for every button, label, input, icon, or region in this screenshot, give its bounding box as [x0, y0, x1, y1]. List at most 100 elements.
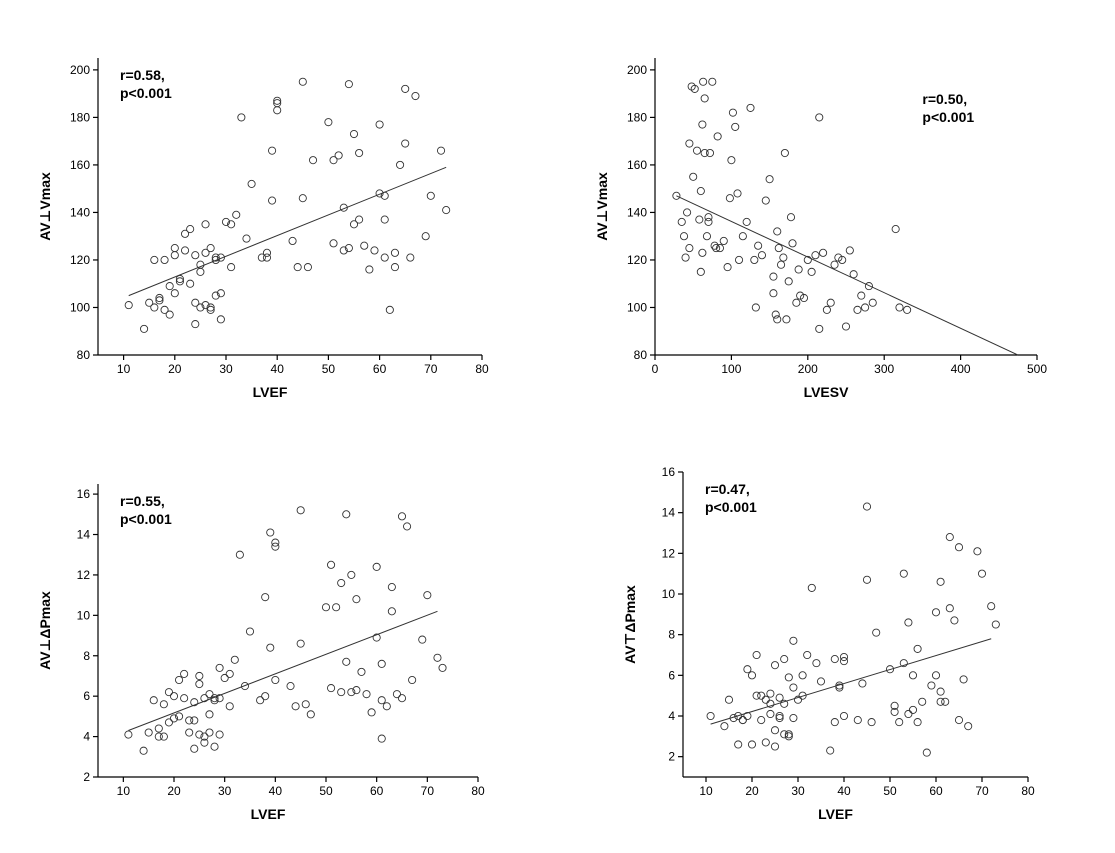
data-point [784, 277, 793, 286]
data-point [298, 194, 307, 203]
data-point [170, 244, 179, 253]
data-point [367, 708, 376, 717]
data-point [780, 699, 789, 708]
data-point [154, 724, 163, 733]
x-tick-label: 80 [1021, 784, 1035, 798]
data-point [775, 713, 784, 723]
data-point [751, 303, 760, 312]
data-point [349, 129, 359, 139]
data-point [216, 289, 225, 298]
data-point [149, 696, 158, 705]
y-tick-label: 120 [70, 253, 90, 267]
regression-line [128, 166, 447, 297]
data-point [247, 179, 256, 188]
data-point [227, 263, 236, 272]
data-point [337, 688, 346, 697]
data-point [380, 253, 389, 262]
data-point [298, 77, 307, 86]
data-point [816, 677, 826, 686]
data-point [713, 132, 722, 141]
data-point [390, 263, 400, 272]
x-tick-label: 400 [951, 362, 971, 376]
y-tick-label: 8 [668, 628, 675, 642]
x-tick-label: 60 [929, 784, 943, 798]
data-point [752, 650, 761, 660]
data-point [164, 688, 173, 697]
y-tick-label: 10 [662, 587, 676, 601]
data-point [196, 260, 205, 269]
data-point [124, 730, 133, 739]
data-point [839, 657, 849, 666]
x-tick-label: 40 [271, 362, 285, 376]
data-point [899, 659, 908, 668]
data-point [784, 732, 793, 741]
data-point [262, 253, 272, 262]
data-point [160, 305, 169, 314]
data-point [769, 289, 778, 298]
data-point [780, 730, 789, 739]
data-point [696, 267, 705, 276]
data-point [344, 80, 353, 89]
data-point [245, 627, 255, 636]
y-axis-label: AV⊥ΔPmax [37, 591, 53, 670]
data-point [145, 298, 154, 307]
data-point [830, 718, 839, 727]
data-point [144, 728, 153, 737]
data-point [752, 691, 761, 700]
data-point [327, 684, 336, 693]
data-point [798, 671, 807, 680]
data-point [329, 239, 338, 248]
data-point [908, 705, 918, 714]
data-point [438, 663, 447, 672]
data-point [723, 263, 732, 272]
chart-panel-4: 10 20 30 40 50 60 70 80 2 4 6 8 10 12 14 16 LVEF AV⊤ΔPmax… [560, 424, 1115, 853]
scatter-plot-vmax-vs-lvef: 10 20 30 40 50 60 70 80 80 100 120 140 160 180 200 LVEF… [37, 58, 489, 400]
data-point [175, 712, 184, 721]
x-tick-label: 20 [745, 784, 759, 798]
data-point [792, 298, 801, 307]
data-point [692, 146, 702, 155]
data-point [708, 77, 717, 86]
data-point [977, 569, 987, 578]
data-point [987, 602, 996, 611]
data-point [225, 669, 234, 678]
data-point [811, 251, 820, 260]
data-point [261, 692, 270, 701]
data-point [190, 716, 199, 725]
data-point [733, 189, 742, 198]
y-tick-label: 14 [77, 528, 91, 542]
data-point [227, 220, 236, 229]
data-point [699, 77, 708, 86]
data-point [695, 215, 704, 224]
data-point [225, 702, 234, 711]
data-point [766, 709, 775, 719]
y-tick-label: 160 [627, 158, 647, 172]
data-point [200, 738, 209, 747]
data-point [727, 156, 736, 165]
data-point [780, 655, 789, 664]
data-point [815, 324, 824, 333]
y-tick-label: 16 [662, 465, 676, 479]
data-point [769, 272, 778, 281]
data-point [731, 122, 740, 131]
data-point [186, 279, 195, 288]
regression-line [676, 195, 1019, 356]
data-point [296, 506, 305, 515]
data-point [690, 84, 699, 93]
data-point [296, 639, 305, 648]
data-point [205, 728, 214, 737]
x-tick-label: 500 [1027, 362, 1047, 376]
data-point [406, 253, 415, 262]
chart-panel-2: 0 100 200 300 400 500 80 100 120 140 160 180 200 LVES… [560, 0, 1115, 429]
data-point [689, 172, 698, 181]
data-point [913, 644, 922, 653]
data-point [196, 267, 205, 276]
data-point [761, 695, 770, 704]
data-point [257, 253, 266, 262]
stat-annotation: p<0.001 [705, 499, 757, 515]
stat-annotation: r=0.47, [705, 481, 750, 497]
data-point [775, 693, 784, 702]
data-point [683, 208, 692, 217]
data-point [788, 239, 797, 248]
data-point [950, 616, 959, 625]
